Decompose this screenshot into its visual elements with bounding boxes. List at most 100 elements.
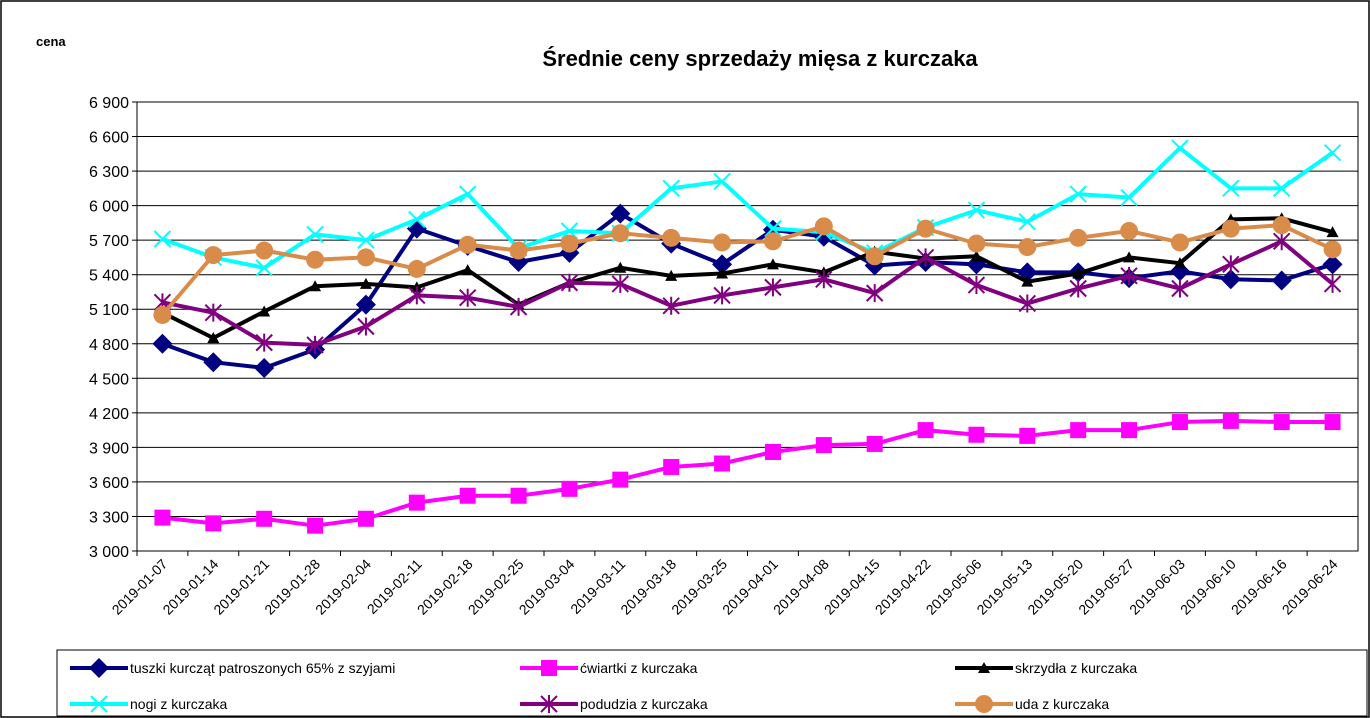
data-point	[1018, 294, 1037, 313]
data-point	[408, 210, 426, 229]
data-point	[764, 443, 781, 460]
data-point	[407, 259, 426, 278]
data-point	[1070, 422, 1087, 439]
data-point	[255, 241, 274, 260]
data-point	[713, 233, 732, 252]
y-tick-label: 3 300	[89, 509, 129, 526]
data-point	[1019, 427, 1036, 444]
data-point	[307, 517, 324, 534]
data-point	[663, 458, 680, 475]
y-tick-label: 6 900	[89, 95, 129, 112]
data-point	[408, 494, 425, 511]
data-point	[916, 219, 935, 238]
data-point	[560, 234, 579, 253]
data-point	[763, 232, 782, 251]
legend-label: skrzydła z kurczaka	[1015, 660, 1137, 676]
data-point	[764, 278, 782, 297]
data-point	[967, 201, 986, 219]
data-point	[357, 510, 374, 527]
y-tick-label: 4 800	[89, 337, 129, 354]
data-point	[866, 435, 883, 452]
data-point	[662, 296, 680, 315]
data-point	[716, 267, 729, 279]
data-point	[1069, 279, 1087, 298]
data-point	[458, 235, 477, 254]
data-point	[1121, 422, 1138, 439]
legend-marker	[90, 695, 108, 713]
data-point	[152, 333, 173, 354]
data-point	[1222, 179, 1240, 198]
data-point	[1069, 185, 1087, 203]
data-point	[614, 261, 627, 273]
data-point	[1221, 219, 1240, 238]
data-point	[254, 357, 275, 378]
data-point	[1324, 414, 1341, 431]
data-point	[967, 234, 986, 253]
data-point	[766, 258, 779, 270]
data-point	[154, 509, 171, 526]
data-point	[1272, 179, 1291, 198]
data-point	[662, 179, 680, 198]
data-point	[203, 352, 224, 373]
legend-label: uda z kurczaka	[1015, 696, 1109, 712]
data-point	[1222, 412, 1239, 429]
data-point	[1120, 221, 1139, 240]
data-point	[970, 250, 983, 262]
data-point	[306, 250, 325, 269]
data-point	[1169, 261, 1190, 282]
data-point	[458, 185, 477, 203]
data-point	[1120, 188, 1138, 207]
data-point	[509, 297, 528, 316]
data-point	[1272, 216, 1291, 235]
data-point	[1272, 232, 1291, 251]
data-point	[355, 294, 376, 315]
data-point	[1326, 226, 1339, 238]
data-point	[1021, 275, 1034, 287]
data-point	[357, 231, 375, 249]
data-point	[153, 305, 172, 324]
y-tick-label: 5 100	[89, 302, 129, 319]
data-point	[665, 269, 678, 281]
data-point	[712, 254, 733, 275]
data-point	[1018, 213, 1037, 231]
data-point	[815, 437, 832, 454]
data-point	[256, 510, 273, 527]
legend-marker	[978, 662, 990, 673]
data-point	[1173, 257, 1186, 269]
y-tick-label: 5 700	[89, 233, 129, 250]
y-tick-label: 6 000	[89, 199, 129, 216]
y-tick-label: 6 600	[89, 130, 129, 147]
series-line	[161, 146, 1334, 270]
data-point	[204, 303, 223, 322]
chart-title: Średnie ceny sprzedaży mięsa z kurczaka	[542, 46, 978, 71]
data-point	[611, 274, 630, 293]
data-point	[1171, 139, 1189, 157]
data-point	[1271, 270, 1292, 291]
data-point	[917, 422, 934, 439]
data-point	[461, 264, 474, 276]
y-tick-label: 3 900	[89, 440, 129, 457]
data-point	[1120, 266, 1138, 285]
y-tick-label: 3 600	[89, 475, 129, 492]
data-point	[662, 228, 681, 247]
data-point	[1069, 228, 1088, 247]
data-point	[306, 335, 324, 354]
data-point	[1220, 269, 1241, 290]
data-point	[509, 241, 528, 260]
data-point	[1322, 254, 1343, 275]
data-point	[205, 515, 222, 532]
data-point	[611, 224, 630, 243]
data-point	[1170, 233, 1189, 252]
legend-label: ćwiartki z kurczaka	[580, 660, 698, 676]
data-point	[1273, 414, 1290, 431]
plot-area	[136, 101, 1359, 552]
legend-marker	[540, 695, 558, 713]
legend-marker	[89, 658, 109, 678]
series-line	[162, 239, 1334, 347]
legend-label: tuszki kurcząt patroszonych 65% z szyjam…	[130, 660, 395, 676]
data-point	[359, 277, 372, 289]
data-point	[610, 203, 631, 224]
y-tick-label: 6 300	[89, 164, 129, 181]
data-point	[560, 222, 579, 240]
